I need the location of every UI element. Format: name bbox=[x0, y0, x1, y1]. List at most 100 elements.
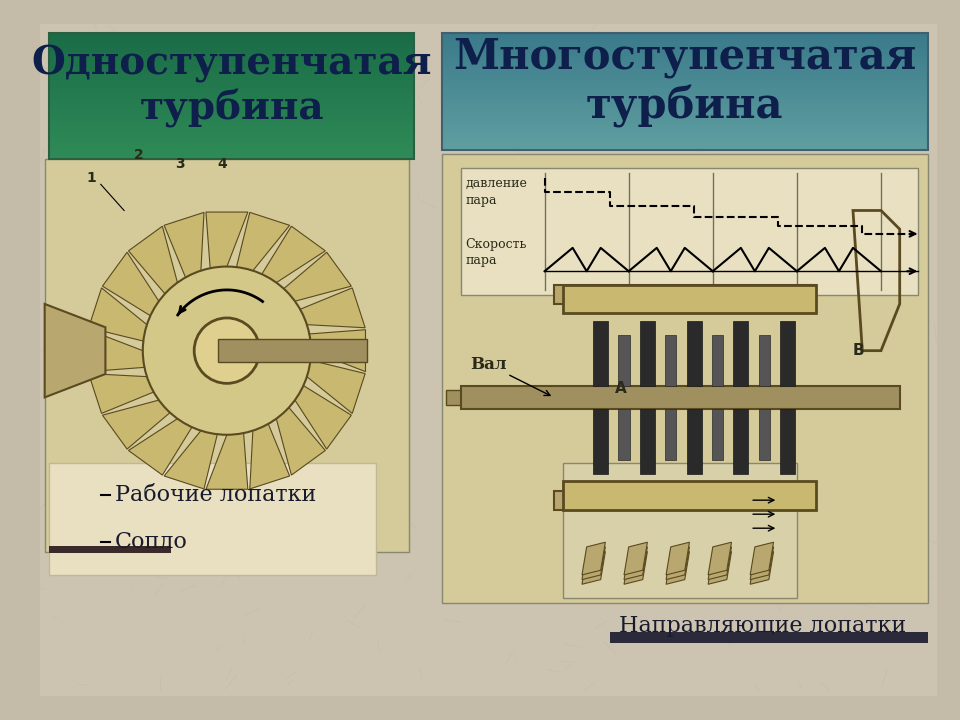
Polygon shape bbox=[88, 374, 154, 413]
Bar bbox=[49, 80, 414, 84]
Bar bbox=[49, 51, 414, 55]
Bar bbox=[49, 130, 414, 134]
Bar bbox=[442, 143, 927, 147]
Polygon shape bbox=[206, 212, 248, 269]
Bar bbox=[49, 124, 414, 127]
Bar bbox=[49, 146, 414, 150]
Bar bbox=[49, 133, 414, 137]
Bar bbox=[442, 85, 927, 89]
Bar bbox=[49, 32, 414, 36]
Bar bbox=[49, 149, 414, 153]
Bar bbox=[442, 44, 927, 48]
Bar bbox=[49, 83, 414, 86]
Bar bbox=[49, 137, 414, 140]
Bar bbox=[665, 335, 677, 386]
Bar bbox=[442, 73, 927, 77]
Polygon shape bbox=[300, 288, 365, 328]
Bar bbox=[442, 126, 927, 130]
Bar bbox=[442, 96, 927, 100]
Bar bbox=[554, 285, 816, 304]
Polygon shape bbox=[750, 542, 774, 575]
Bar bbox=[442, 38, 927, 42]
Bar bbox=[733, 408, 748, 474]
Bar bbox=[618, 335, 630, 386]
Bar bbox=[442, 71, 927, 74]
Bar bbox=[49, 127, 414, 131]
Bar bbox=[640, 408, 655, 474]
Bar bbox=[49, 96, 414, 99]
Bar bbox=[442, 35, 927, 39]
Bar bbox=[49, 61, 414, 65]
Polygon shape bbox=[250, 424, 290, 489]
Bar bbox=[218, 339, 367, 362]
Polygon shape bbox=[45, 304, 106, 397]
Bar bbox=[49, 76, 414, 80]
Bar bbox=[758, 335, 770, 386]
Bar bbox=[442, 135, 927, 138]
Bar bbox=[733, 320, 748, 386]
Bar bbox=[593, 320, 608, 386]
Bar bbox=[442, 112, 927, 114]
Bar bbox=[442, 120, 927, 123]
Bar bbox=[49, 33, 414, 159]
Bar bbox=[442, 94, 927, 97]
Polygon shape bbox=[129, 226, 178, 294]
Polygon shape bbox=[708, 552, 732, 584]
Bar bbox=[442, 91, 927, 94]
Bar bbox=[442, 105, 927, 109]
Bar bbox=[49, 117, 414, 121]
Bar bbox=[780, 408, 795, 474]
Bar bbox=[442, 99, 927, 103]
Bar bbox=[49, 67, 414, 71]
Bar bbox=[49, 92, 414, 96]
Polygon shape bbox=[262, 226, 325, 283]
Bar bbox=[780, 320, 795, 386]
Text: Направляющие лопатки: Направляющие лопатки bbox=[619, 616, 906, 637]
Bar bbox=[442, 109, 927, 112]
Bar bbox=[564, 482, 816, 510]
Text: Одноступенчатая
турбина: Одноступенчатая турбина bbox=[32, 45, 432, 128]
Bar bbox=[49, 546, 171, 554]
Polygon shape bbox=[624, 547, 647, 580]
Bar bbox=[49, 64, 414, 68]
Bar bbox=[442, 56, 927, 59]
Bar bbox=[686, 408, 702, 474]
Bar bbox=[442, 123, 927, 127]
Polygon shape bbox=[88, 330, 144, 372]
Text: пара: пара bbox=[466, 194, 496, 207]
Circle shape bbox=[194, 318, 259, 383]
Bar bbox=[49, 71, 414, 74]
Bar bbox=[49, 99, 414, 102]
Bar bbox=[554, 491, 816, 510]
Bar bbox=[758, 408, 770, 460]
Circle shape bbox=[143, 266, 311, 435]
Bar bbox=[49, 48, 414, 52]
Polygon shape bbox=[295, 386, 351, 449]
Bar bbox=[442, 32, 927, 36]
Bar bbox=[49, 45, 414, 49]
Polygon shape bbox=[236, 212, 290, 271]
Text: 2: 2 bbox=[133, 148, 143, 162]
Bar bbox=[49, 39, 414, 42]
Bar bbox=[442, 82, 927, 86]
Bar bbox=[49, 42, 414, 45]
Bar bbox=[442, 41, 927, 45]
Bar bbox=[442, 50, 927, 53]
Polygon shape bbox=[582, 547, 606, 580]
Text: Скорость: Скорость bbox=[466, 238, 526, 251]
Bar bbox=[49, 73, 414, 77]
Bar bbox=[442, 129, 927, 132]
Bar bbox=[442, 62, 927, 65]
Bar bbox=[461, 386, 900, 408]
Polygon shape bbox=[164, 212, 204, 277]
Bar bbox=[49, 463, 376, 575]
Bar bbox=[442, 88, 927, 91]
Bar bbox=[45, 159, 409, 552]
Text: 4: 4 bbox=[218, 158, 228, 171]
Polygon shape bbox=[307, 360, 365, 413]
Polygon shape bbox=[708, 547, 732, 580]
Polygon shape bbox=[624, 552, 647, 584]
Text: 3: 3 bbox=[176, 158, 185, 171]
Bar bbox=[49, 143, 414, 146]
Text: Многоступенчатая
турбина: Многоступенчатая турбина bbox=[453, 36, 917, 128]
